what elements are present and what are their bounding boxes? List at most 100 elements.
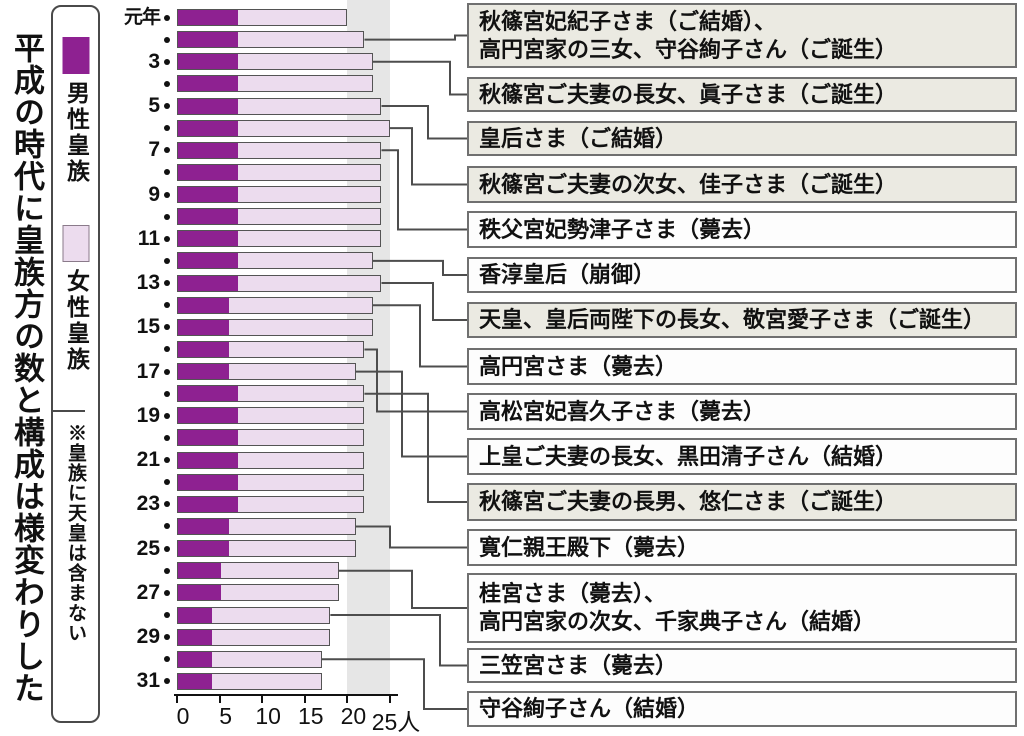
bar-row <box>177 9 348 26</box>
annotation-text: 守谷絢子さん（結婚） <box>479 696 700 721</box>
annotation-box: 皇后さま（ご結婚） <box>467 121 1017 156</box>
year-label: 31 <box>136 669 160 693</box>
bar-male-segment <box>178 142 238 158</box>
year-label: 11 <box>137 226 160 250</box>
axis-tick-label: 10 <box>255 703 281 729</box>
year-dot <box>164 545 170 552</box>
x-axis-line <box>174 694 398 696</box>
annotation-text: 高円宮家の次女、千家典子さん（結婚） <box>479 609 876 634</box>
annotation-box: 高松宮妃喜久子さま（薨去） <box>467 393 1017 430</box>
annotation-box: 秋篠宮妃紀子さま（ご結婚）、 高円宮家の三女、守谷絢子さん（ご誕生） <box>467 3 1017 68</box>
bar-row <box>177 650 322 668</box>
annotation-box: 香淳皇后（崩御） <box>467 257 1017 293</box>
bar-row <box>177 208 382 226</box>
bar-male-segment <box>178 32 238 48</box>
connector-line <box>390 127 467 186</box>
axis-tick <box>261 696 264 703</box>
annotation-box: 上皇ご夫妻の長女、黒田清子さん（結婚） <box>467 438 1017 475</box>
bar-row <box>177 119 390 137</box>
bar-male-segment <box>178 319 230 335</box>
bar-male-segment <box>178 209 238 225</box>
year-dot <box>164 479 170 486</box>
year-dot <box>164 612 170 618</box>
axis-tick <box>218 696 221 703</box>
axis-tick-label: 5 <box>219 703 232 729</box>
year-dot <box>164 589 170 596</box>
year-dot <box>164 346 170 353</box>
year-label: 25 <box>136 536 160 560</box>
bar-male-segment <box>178 297 230 313</box>
annotation-text: 天皇、皇后両陛下の長女、敬宮愛子さま（ご誕生） <box>479 307 986 332</box>
axis-tick <box>389 696 391 703</box>
bar-male-segment <box>178 430 238 446</box>
bar-male-segment <box>178 76 238 92</box>
female-color-swatch <box>62 225 89 262</box>
bar-row <box>177 230 382 248</box>
year-label: 29 <box>136 625 160 649</box>
annotation-box: 寛仁親王殿下（薨去） <box>467 529 1017 566</box>
year-dot <box>164 567 170 574</box>
bar-male-segment <box>178 341 230 357</box>
year-dot <box>164 368 170 375</box>
legend-divider <box>51 410 85 412</box>
legend-note: ※皇族に天皇は含まない <box>65 423 86 643</box>
year-dot <box>164 656 170 663</box>
year-dot <box>164 147 170 154</box>
year-label: 5 <box>148 94 160 118</box>
annotation-text: 皇后さま（ご結婚） <box>479 125 678 151</box>
year-label: 19 <box>136 403 160 427</box>
bar-male-segment <box>178 120 238 136</box>
male-color-swatch <box>62 37 89 74</box>
year-label: 9 <box>148 182 160 206</box>
year-dot <box>164 634 170 641</box>
annotation-box: 守谷絢子さん（結婚） <box>467 691 1017 727</box>
bar-male-segment <box>178 541 230 557</box>
year-dot <box>164 14 170 21</box>
year-label: 23 <box>136 492 160 516</box>
year-label: 13 <box>136 271 160 295</box>
annotation-text: 上皇ご夫妻の長女、黒田清子さん（結婚） <box>479 443 898 469</box>
page-title: 平成の時代に皇族方の数と構成は様変わりした <box>9 32 44 704</box>
axis-tick-label: 0 <box>176 703 190 729</box>
bar-male-segment <box>178 275 238 291</box>
annotation-box: 秋篠宮ご夫妻の長女、眞子さま（ご誕生） <box>467 77 1017 112</box>
annotation-text: 香淳皇后（崩御） <box>479 262 656 287</box>
bar-male-segment <box>178 518 230 534</box>
bar-row <box>177 628 331 646</box>
legend: 男性皇族 女性皇族 ※皇族に天皇は含まない <box>51 5 100 723</box>
axis-tick-label: 15 <box>298 703 324 729</box>
bar-male-segment <box>178 10 238 25</box>
bar-male-segment <box>178 651 213 667</box>
year-label: 7 <box>148 138 160 162</box>
year-dot <box>164 125 170 132</box>
annotation-box: 桂宮さま（薨去）、 高円宮家の次女、千家典子さん（結婚） <box>467 573 1017 643</box>
connector-line <box>321 658 467 710</box>
bar-male-segment <box>178 364 230 380</box>
bar-male-segment <box>178 187 238 203</box>
annotation-box: 天皇、皇后両陛下の長女、敬宮愛子さま（ご誕生） <box>467 302 1017 338</box>
bar-row <box>177 75 373 93</box>
year-label: 17 <box>136 359 160 383</box>
bar-row <box>177 53 373 71</box>
annotation-text: 高円宮さま（薨去） <box>479 353 678 379</box>
bar-male-segment <box>178 386 238 402</box>
annotation-box: 三笠宮さま（薨去） <box>467 648 1017 683</box>
bar-row <box>177 495 365 513</box>
bar-male-segment <box>178 408 238 424</box>
annotation-box: 高円宮さま（薨去） <box>467 348 1017 385</box>
connector-line <box>381 282 467 321</box>
year-dot <box>164 191 170 198</box>
annotation-text: 秋篠宮ご夫妻の長女、眞子さま（ご誕生） <box>479 81 898 107</box>
year-label: 21 <box>136 448 160 472</box>
year-dot <box>164 36 170 43</box>
year-dot <box>164 523 170 530</box>
bar-row <box>177 606 331 624</box>
year-dot <box>164 80 170 87</box>
year-label: 3 <box>148 49 160 73</box>
year-dot <box>164 169 170 176</box>
bar-row <box>177 318 373 336</box>
bar-row <box>177 517 356 535</box>
year-dot <box>164 257 170 264</box>
bar-row <box>177 451 365 469</box>
